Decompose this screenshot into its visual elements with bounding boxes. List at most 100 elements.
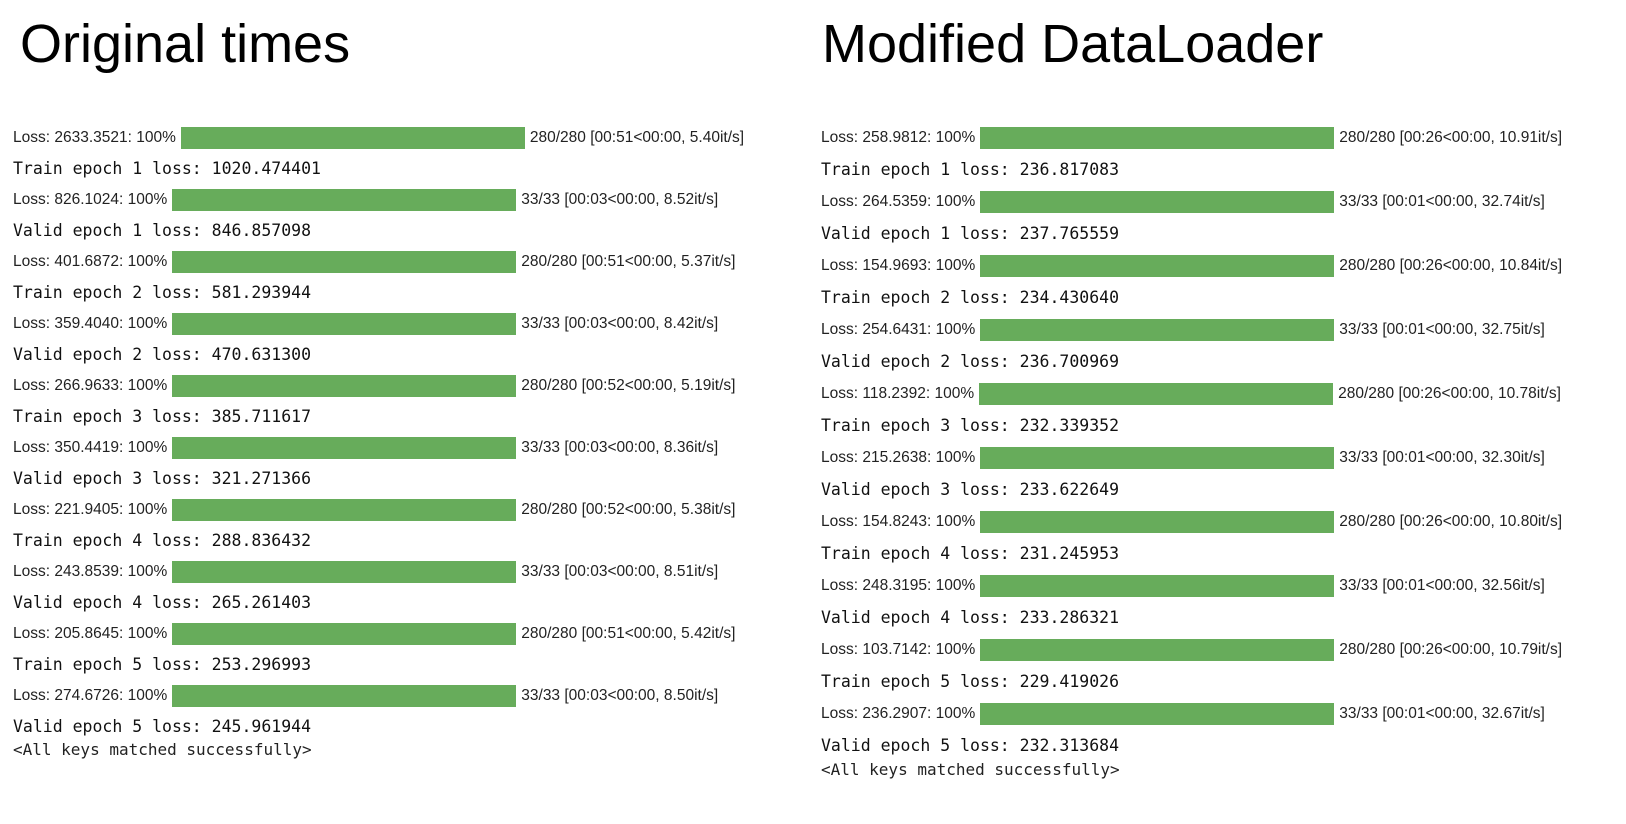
- progress-bar: [172, 189, 517, 211]
- progress-prefix: Loss: 154.8243: 100%: [821, 513, 976, 530]
- progress-prefix: Loss: 350.4419: 100%: [13, 439, 168, 456]
- progress-row: Loss: 401.6872: 100% 280/280 [00:51<00:00…: [13, 250, 744, 274]
- progress-row: Loss: 826.1024: 100% 33/33 [00:03<00:00, …: [13, 188, 744, 212]
- training-log: Loss: 258.9812: 100% 280/280 [00:26<00:00…: [821, 126, 1562, 779]
- progress-stats: 280/280 [00:51<00:00, 5.42it/s]: [521, 625, 736, 642]
- progress-prefix: Loss: 401.6872: 100%: [13, 253, 168, 270]
- progress-bar: [980, 191, 1335, 213]
- progress-prefix: Loss: 266.9633: 100%: [13, 377, 168, 394]
- progress-prefix: Loss: 118.2392: 100%: [821, 385, 975, 402]
- progress-row: Loss: 205.8645: 100% 280/280 [00:51<00:00…: [13, 622, 744, 646]
- epoch-loss-line: Train epoch 4 loss: 231.245953: [821, 544, 1120, 563]
- progress-bar-fill: [980, 319, 1335, 341]
- progress-row: Loss: 274.6726: 100% 33/33 [00:03<00:00, …: [13, 684, 744, 708]
- progress-bar-fill: [980, 447, 1335, 469]
- progress-prefix: Loss: 248.3195: 100%: [821, 577, 976, 594]
- progress-row: Loss: 258.9812: 100% 280/280 [00:26<00:00…: [821, 126, 1562, 150]
- progress-bar-fill: [172, 499, 517, 521]
- epoch-loss-line: Valid epoch 1 loss: 846.857098: [13, 221, 312, 240]
- progress-bar-fill: [979, 383, 1334, 405]
- progress-prefix: Loss: 359.4040: 100%: [13, 315, 168, 332]
- progress-stats: 280/280 [00:26<00:00, 10.84it/s]: [1339, 257, 1563, 274]
- epoch-loss-line: Train epoch 2 loss: 234.430640: [821, 288, 1120, 307]
- progress-stats: 33/33 [00:03<00:00, 8.51it/s]: [521, 563, 719, 580]
- progress-prefix: Loss: 274.6726: 100%: [13, 687, 168, 704]
- epoch-loss-line: Train epoch 5 loss: 253.296993: [13, 655, 312, 674]
- progress-bar-fill: [172, 561, 517, 583]
- progress-prefix: Loss: 215.2638: 100%: [821, 449, 976, 466]
- progress-prefix: Loss: 243.8539: 100%: [13, 563, 168, 580]
- progress-bar-fill: [172, 189, 517, 211]
- progress-row: Loss: 118.2392: 100% 280/280 [00:26<00:00…: [821, 382, 1562, 406]
- progress-row: Loss: 264.5359: 100% 33/33 [00:01<00:00, …: [821, 190, 1562, 214]
- keys-matched-message: <All keys matched successfully>: [821, 760, 1120, 779]
- progress-bar-fill: [172, 437, 517, 459]
- progress-stats: 33/33 [00:03<00:00, 8.50it/s]: [521, 687, 719, 704]
- progress-stats: 280/280 [00:26<00:00, 10.78it/s]: [1338, 385, 1561, 402]
- progress-row: Loss: 154.8243: 100% 280/280 [00:26<00:00…: [821, 510, 1562, 534]
- progress-stats: 280/280 [00:26<00:00, 10.79it/s]: [1339, 641, 1563, 658]
- progress-prefix: Loss: 258.9812: 100%: [821, 129, 976, 146]
- epoch-loss-line: Valid epoch 3 loss: 233.622649: [821, 480, 1120, 499]
- progress-stats: 280/280 [00:52<00:00, 5.19it/s]: [521, 377, 736, 394]
- progress-stats: 280/280 [00:51<00:00, 5.37it/s]: [521, 253, 736, 270]
- progress-bar-fill: [980, 703, 1335, 725]
- right-panel: Modified DataLoader Loss: 258.9812: 100%…: [808, 0, 1626, 824]
- epoch-loss-line: Valid epoch 4 loss: 265.261403: [13, 593, 312, 612]
- epoch-loss-line: Train epoch 1 loss: 236.817083: [821, 160, 1120, 179]
- progress-row: Loss: 350.4419: 100% 33/33 [00:03<00:00, …: [13, 436, 744, 460]
- epoch-loss-line: Train epoch 5 loss: 229.419026: [821, 672, 1120, 691]
- progress-stats: 33/33 [00:01<00:00, 32.74it/s]: [1339, 193, 1545, 210]
- progress-bar: [980, 255, 1335, 277]
- progress-prefix: Loss: 236.2907: 100%: [821, 705, 976, 722]
- progress-prefix: Loss: 154.9693: 100%: [821, 257, 976, 274]
- progress-stats: 280/280 [00:26<00:00, 10.80it/s]: [1339, 513, 1563, 530]
- progress-prefix: Loss: 2633.3521: 100%: [13, 129, 176, 146]
- progress-bar-fill: [980, 255, 1335, 277]
- progress-bar-fill: [172, 313, 517, 335]
- progress-stats: 33/33 [00:01<00:00, 32.67it/s]: [1339, 705, 1545, 722]
- panel-title: Original times: [20, 14, 351, 74]
- progress-row: Loss: 221.9405: 100% 280/280 [00:52<00:00…: [13, 498, 744, 522]
- epoch-loss-line: Valid epoch 2 loss: 470.631300: [13, 345, 312, 364]
- progress-bar: [979, 383, 1334, 405]
- progress-stats: 33/33 [00:01<00:00, 32.30it/s]: [1339, 449, 1545, 466]
- progress-stats: 33/33 [00:01<00:00, 32.56it/s]: [1339, 577, 1545, 594]
- progress-bar-fill: [172, 375, 517, 397]
- progress-bar: [980, 127, 1335, 149]
- progress-row: Loss: 243.8539: 100% 33/33 [00:03<00:00, …: [13, 560, 744, 584]
- progress-row: Loss: 103.7142: 100% 280/280 [00:26<00:00…: [821, 638, 1562, 662]
- progress-row: Loss: 254.6431: 100% 33/33 [00:01<00:00, …: [821, 318, 1562, 342]
- progress-bar-fill: [980, 639, 1335, 661]
- progress-bar-fill: [172, 251, 517, 273]
- progress-row: Loss: 154.9693: 100% 280/280 [00:26<00:00…: [821, 254, 1562, 278]
- progress-prefix: Loss: 205.8645: 100%: [13, 625, 168, 642]
- progress-row: Loss: 215.2638: 100% 33/33 [00:01<00:00, …: [821, 446, 1562, 470]
- progress-bar-fill: [980, 575, 1335, 597]
- epoch-loss-line: Train epoch 4 loss: 288.836432: [13, 531, 312, 550]
- progress-prefix: Loss: 264.5359: 100%: [821, 193, 976, 210]
- progress-stats: 33/33 [00:03<00:00, 8.42it/s]: [521, 315, 719, 332]
- progress-bar-fill: [980, 191, 1335, 213]
- progress-prefix: Loss: 103.7142: 100%: [821, 641, 976, 658]
- epoch-loss-line: Valid epoch 4 loss: 233.286321: [821, 608, 1120, 627]
- progress-bar: [172, 623, 517, 645]
- progress-bar: [980, 703, 1335, 725]
- progress-bar-fill: [980, 511, 1335, 533]
- progress-prefix: Loss: 221.9405: 100%: [13, 501, 168, 518]
- progress-bar-fill: [172, 685, 517, 707]
- keys-matched-message: <All keys matched successfully>: [13, 740, 312, 759]
- progress-bar: [172, 561, 517, 583]
- progress-bar: [172, 251, 517, 273]
- progress-bar: [172, 499, 517, 521]
- epoch-loss-line: Train epoch 2 loss: 581.293944: [13, 283, 312, 302]
- progress-prefix: Loss: 826.1024: 100%: [13, 191, 168, 208]
- progress-stats: 33/33 [00:03<00:00, 8.52it/s]: [521, 191, 719, 208]
- progress-stats: 280/280 [00:51<00:00, 5.40it/s]: [529, 129, 745, 146]
- progress-bar-fill: [172, 623, 517, 645]
- progress-prefix: Loss: 254.6431: 100%: [821, 321, 976, 338]
- progress-bar: [172, 685, 517, 707]
- progress-bar: [980, 319, 1335, 341]
- epoch-loss-line: Valid epoch 5 loss: 245.961944: [13, 717, 312, 736]
- training-log: Loss: 2633.3521: 100% 280/280 [00:51<00:0…: [13, 126, 744, 759]
